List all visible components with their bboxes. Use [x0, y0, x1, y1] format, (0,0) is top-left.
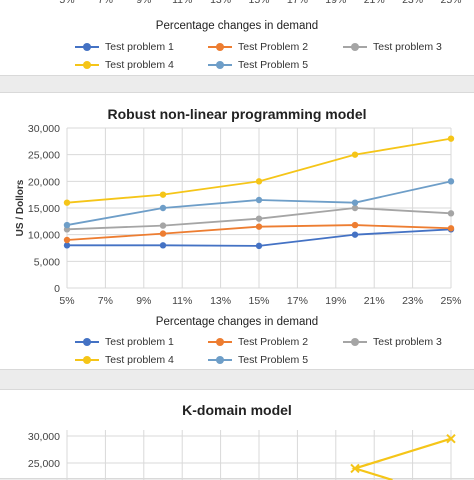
legend-marker-icon	[75, 355, 99, 365]
legend-label: Test problem 4	[105, 59, 174, 71]
legend-item: Test problem 4	[75, 59, 174, 71]
legend-label: Test Problem 2	[238, 41, 309, 53]
data-point	[63, 199, 71, 206]
x-tick-label: 21%	[364, 295, 385, 307]
data-point	[255, 215, 263, 222]
data-point	[63, 221, 71, 229]
chart-panel-robust: Robust non-linear programming model 0 5,0…	[0, 92, 474, 370]
data-point	[351, 221, 359, 229]
legend-label: Test problem 1	[105, 41, 174, 53]
y-tick-label: 30,000	[28, 123, 60, 135]
x-tick-label: 11%	[172, 0, 192, 6]
legend-label: Test problem 1	[105, 336, 174, 348]
legend-item: Test Problem 5	[208, 354, 308, 366]
x-tick-label: 7%	[98, 295, 113, 307]
data-point	[447, 210, 455, 217]
x-tick-label: 17%	[287, 295, 308, 307]
data-point	[63, 242, 71, 249]
legend-marker-icon	[75, 337, 99, 347]
y-tick-label: 20,000	[28, 176, 60, 188]
data-point	[351, 151, 359, 158]
legend-item: Test Problem 2	[208, 41, 308, 53]
legend-label: Test Problem 5	[238, 59, 309, 71]
legend: Test problem 1 Test Problem 2 Test problem…	[0, 336, 474, 370]
x-tick-label: 23%	[402, 0, 423, 6]
data-point	[159, 230, 167, 237]
data-point	[351, 231, 359, 238]
legend-item: Test problem 1	[75, 41, 174, 53]
y-tick-label: 5,000	[34, 256, 60, 268]
y-tick-label: 0	[54, 283, 60, 295]
legend-item: Test Problem 2	[208, 336, 308, 348]
data-point	[255, 196, 263, 204]
data-point	[63, 236, 71, 244]
y-tick-label: 10,000	[28, 230, 60, 242]
x-tick-label: 15%	[248, 295, 269, 307]
data-point	[447, 225, 455, 232]
y-tick-label: 30,000	[28, 431, 60, 443]
data-point	[255, 178, 263, 185]
x-tick-label: 17%	[287, 0, 308, 6]
x-tick-label: 25%	[440, 295, 461, 307]
y-axis-title: US / Dollors	[15, 179, 26, 236]
chart-panel-kdomain: K-domain model 25,000 30,000	[0, 389, 474, 480]
kdomain-chart-svg: 25,000 30,000	[28, 430, 456, 480]
y-tick-label: 25,000	[28, 150, 60, 162]
x-tick-label: 19%	[325, 0, 346, 6]
data-point	[447, 178, 455, 185]
x-axis-title: Percentage changes in demand	[155, 20, 319, 32]
x-tick-label: 5%	[59, 0, 74, 6]
x-tick-label: 13%	[210, 295, 231, 307]
x-tick-label: 21%	[364, 0, 385, 6]
legend-item: Test problem 3	[343, 41, 442, 53]
data-point	[159, 222, 167, 229]
legend-marker-icon	[343, 337, 367, 347]
data-point	[159, 191, 167, 198]
legend-marker-icon	[208, 337, 232, 347]
y-tick-label: 15,000	[28, 203, 60, 215]
x-tick-label: 19%	[325, 295, 346, 307]
x-tick-label: 7%	[98, 0, 113, 6]
legend-marker-icon	[208, 355, 232, 365]
data-point	[351, 204, 359, 212]
data-point-x-marker	[350, 463, 360, 474]
chart-panel-top: 5% 7% 9% 11% 13% 15% 17% 19% 21% 23% 25% Percentag…	[0, 0, 474, 76]
legend: Test problem 1 Test Problem 2 Test problem…	[0, 41, 474, 75]
legend-item: Test problem 4	[75, 354, 174, 366]
data-point-x-marker	[446, 433, 456, 444]
legend-item: Test problem 1	[75, 336, 174, 348]
data-point	[351, 199, 359, 206]
legend-label: Test problem 3	[373, 336, 442, 348]
x-tick-label: 15%	[248, 0, 269, 6]
top-chart-axis-svg: 5% 7% 9% 11% 13% 15% 17% 19% 21% 23% 25%	[59, 0, 461, 6]
x-tick-label: 11%	[172, 295, 192, 307]
legend-label: Test Problem 2	[238, 336, 309, 348]
legend-marker-icon	[75, 60, 99, 70]
data-point	[255, 242, 263, 250]
data-point	[447, 135, 455, 142]
legend-marker-icon	[208, 60, 232, 70]
x-axis-title: Percentage changes in demand	[155, 316, 319, 328]
legend-item: Test Problem 5	[208, 59, 308, 71]
x-tick-label: 13%	[210, 0, 231, 6]
x-tick-label: 9%	[136, 0, 151, 6]
legend-label: Test problem 4	[105, 354, 174, 366]
legend-label: Test problem 3	[373, 41, 442, 53]
x-tick-label: 25%	[440, 0, 461, 6]
legend-item: Test problem 3	[343, 336, 442, 348]
legend-marker-icon	[75, 42, 99, 52]
legend-label: Test Problem 5	[238, 354, 309, 366]
data-point	[255, 223, 263, 230]
x-tick-label: 23%	[402, 295, 423, 307]
x-tick-label: 5%	[59, 295, 74, 307]
x-tick-label: 9%	[136, 295, 151, 307]
y-tick-label: 25,000	[28, 458, 60, 470]
robust-chart-svg: 0 5,000 10,000 15,000 20,000 25,000 30,000 5% 7%…	[15, 123, 462, 307]
legend-marker-icon	[208, 42, 232, 52]
chart-title: K-domain model	[182, 402, 292, 418]
chart-title: Robust non-linear programming model	[107, 106, 367, 122]
data-point	[159, 204, 167, 212]
data-point	[159, 242, 167, 249]
legend-marker-icon	[343, 42, 367, 52]
